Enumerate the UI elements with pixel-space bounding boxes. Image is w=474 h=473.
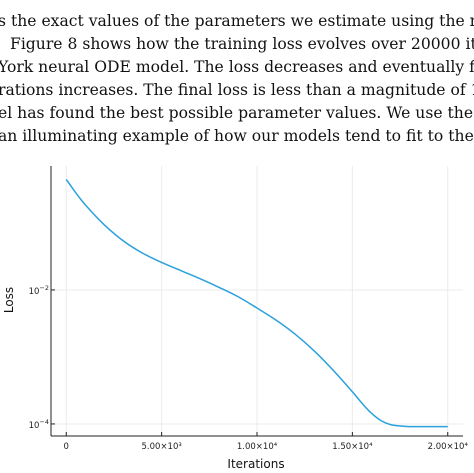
y-tick-exponent: −2 — [39, 284, 49, 292]
axes — [50, 166, 463, 437]
x-axis-label: Iterations — [227, 457, 284, 471]
text-line-3: York neural ODE model. The loss decrease… — [0, 58, 474, 76]
loss-series-line — [65, 178, 448, 428]
y-axis-label: Loss — [2, 287, 16, 313]
x-tick-label: 0 — [64, 442, 69, 452]
x-tick-label: 1.00×10⁴ — [237, 442, 278, 452]
x-tick-label: 2.00×10⁴ — [428, 442, 469, 452]
y-tick-label: 10−4 — [29, 418, 49, 431]
text-line-4: rations increases. The final loss is les… — [0, 79, 474, 101]
text-line-4-main: rations increases. The final loss is les… — [0, 81, 474, 99]
series-layer — [65, 178, 448, 428]
x-tick-label: 1.50×10⁴ — [332, 442, 373, 452]
paper-text-excerpt: s the exact values of the parameters we … — [0, 0, 474, 160]
grid-lines — [51, 166, 463, 436]
text-line-6: an illuminating example of how our model… — [0, 127, 474, 145]
y-tick-exponent: −4 — [39, 418, 49, 426]
text-line-5: el has found the best possible parameter… — [0, 104, 474, 122]
x-tick-label: 5.00×10³ — [141, 442, 181, 452]
y-tick-label: 10−2 — [29, 284, 49, 297]
text-line-1: s the exact values of the parameters we … — [0, 12, 474, 30]
text-line-2: Figure 8 shows how the training loss evo… — [10, 35, 474, 53]
